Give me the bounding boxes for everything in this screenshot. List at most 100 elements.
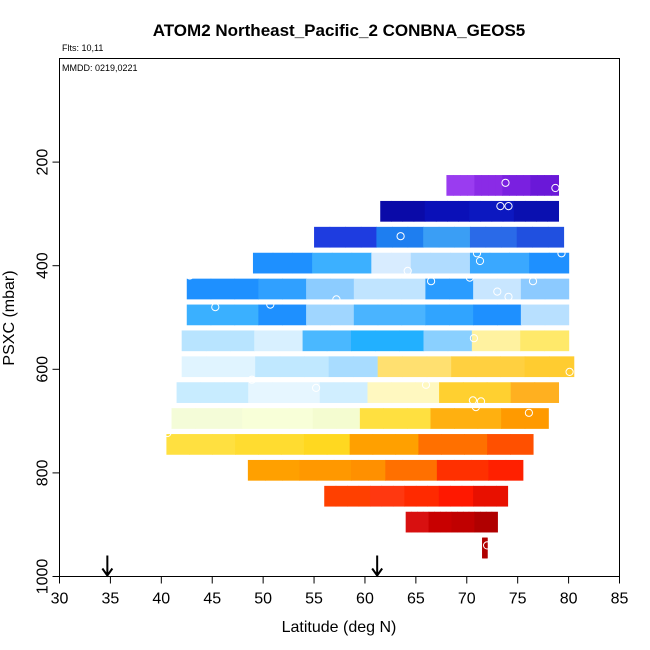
heatmap-cell: [486, 382, 512, 403]
heatmap-cell: [278, 330, 304, 352]
heatmap-cell: [473, 485, 486, 507]
heatmap-cell: [329, 278, 355, 300]
heatmap-cell: [280, 434, 305, 455]
heatmap-cell: [258, 278, 283, 300]
heatmap-cell: [410, 252, 432, 274]
heatmap-cell: [166, 434, 190, 455]
heatmap-cell: [449, 278, 474, 300]
heatmap-cell: [445, 511, 453, 533]
heatmap-cell: [516, 226, 533, 248]
heatmap-cell: [496, 485, 509, 507]
heatmap-cell: [451, 511, 458, 533]
heatmap-cell: [326, 434, 351, 455]
heatmap-cell: [497, 304, 522, 326]
heatmap-cell: [391, 382, 416, 403]
heatmap-cell: [347, 485, 360, 507]
heatmap-cell: [544, 304, 570, 326]
heatmap-cell: [447, 330, 473, 352]
heatmap-cell: [474, 511, 481, 533]
down-arrow-icon: [371, 555, 383, 578]
heatmap-cell: [407, 226, 424, 248]
heatmap-cell: [391, 200, 404, 222]
heatmap-cell: [368, 459, 386, 481]
heatmap-cell: [501, 408, 526, 429]
heatmap-cell: [450, 485, 463, 507]
heatmap-cell: [424, 200, 437, 222]
heatmap-cell: [302, 330, 328, 352]
x-tick-label: 85: [611, 591, 629, 608]
heatmap-cell: [186, 278, 212, 300]
heatmap-cell: [461, 485, 474, 507]
heatmap-cell: [425, 304, 450, 326]
data-point: [468, 396, 477, 405]
heatmap-cell: [436, 459, 455, 481]
heatmap-cell: [413, 200, 426, 222]
heatmap-cell: [350, 459, 369, 481]
data-point: [476, 397, 486, 406]
heatmap-cell: [464, 434, 488, 455]
data-point: [528, 277, 538, 286]
data-point: [427, 277, 436, 286]
heatmap-cell: [377, 356, 403, 378]
data-point: [396, 232, 405, 241]
heatmap-cell: [536, 200, 548, 222]
heatmap-cell: [258, 434, 282, 455]
x-tick-label: 75: [509, 591, 527, 608]
heatmap-cell: [454, 408, 479, 429]
heatmap-cell: [335, 485, 348, 507]
heatmap-cell: [449, 304, 474, 326]
heatmap-cell: [534, 382, 560, 403]
x-tick-label: 40: [152, 591, 170, 608]
heatmap-cell: [435, 200, 448, 222]
heatmap-cell: [496, 330, 521, 352]
heatmap-cell: [328, 356, 354, 378]
heatmap-cell: [422, 511, 430, 533]
heatmap-cell: [481, 175, 490, 196]
heatmap-cell: [415, 382, 440, 403]
heatmap-cell: [404, 485, 417, 507]
data-point: [504, 292, 513, 301]
heatmap-cell: [218, 408, 243, 429]
heatmap-cell: [189, 434, 213, 455]
heatmap-cell: [353, 356, 379, 378]
heatmap-cell: [333, 459, 352, 481]
heatmap-cell: [358, 485, 371, 507]
heatmap-cell: [430, 408, 455, 429]
heatmap-cell: [272, 252, 294, 274]
data-point: [524, 408, 534, 417]
flights-label: Flts: 10,11: [62, 43, 103, 53]
heatmap-cell: [359, 408, 385, 429]
heatmap-cell: [292, 252, 313, 274]
heatmap-cell: [401, 278, 427, 300]
heatmap-cell: [329, 226, 346, 248]
heatmap-cell: [295, 382, 321, 403]
heatmap-cell: [544, 330, 570, 352]
heatmap-cell: [509, 252, 530, 274]
heatmap-cell: [377, 278, 403, 300]
y-tick-label: 200: [35, 149, 52, 176]
heatmap-cell: [314, 226, 331, 248]
data-point: [465, 273, 474, 282]
heatmap-cell: [234, 278, 259, 300]
heatmap-cell: [530, 175, 539, 196]
heatmap-cell: [505, 459, 524, 481]
heatmap-cell: [532, 226, 549, 248]
data-point: [421, 380, 431, 389]
data-point: [266, 300, 275, 309]
heatmap-cell: [488, 459, 507, 481]
heatmap-cell: [510, 434, 534, 455]
heatmap-cell: [316, 459, 335, 481]
heatmap-cell: [418, 434, 442, 455]
heatmap-cell: [488, 175, 497, 196]
heatmap-cell: [279, 356, 305, 378]
heatmap-cell: [205, 330, 231, 352]
observation-points: [163, 165, 574, 550]
data-point: [493, 287, 502, 296]
heatmap-cell: [375, 330, 400, 352]
heatmap-cell: [477, 408, 502, 429]
heatmap-cell: [486, 537, 488, 559]
heatmap-cell: [171, 408, 196, 429]
heatmap-cell: [306, 304, 331, 326]
heatmap-cell: [434, 511, 441, 533]
heatmap-cell: [351, 252, 372, 274]
